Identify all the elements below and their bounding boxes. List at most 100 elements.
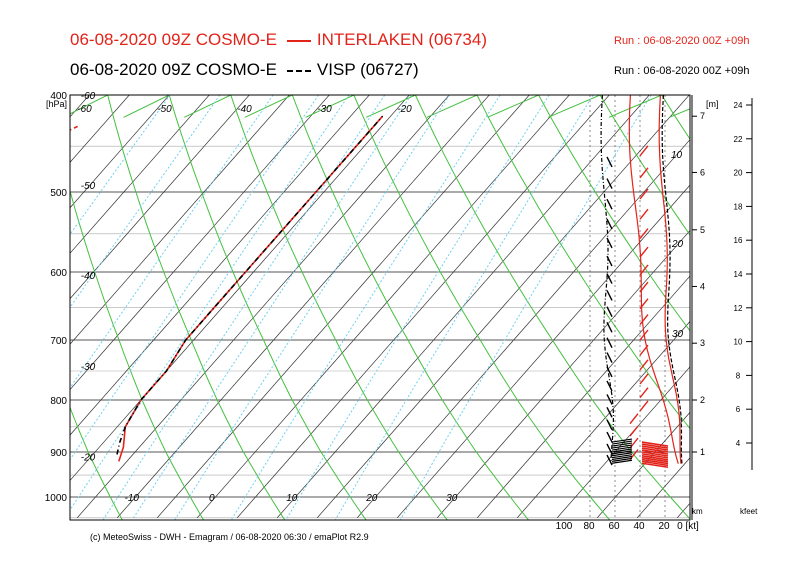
interlaken-wind-barb — [641, 449, 669, 455]
height-km-unit-label: km — [692, 507, 703, 516]
mixing-ratio-line — [285, 95, 550, 520]
visp-wind-barb — [606, 380, 613, 392]
visp-wind-barb — [611, 455, 633, 461]
visp-wind-barb — [606, 218, 613, 230]
mixing-ratio-line — [70, 95, 221, 309]
interlaken-wind-profile — [628, 95, 679, 464]
run-label-2: Run : 06-08-2020 00Z +09h — [614, 65, 750, 77]
pressure-tick-label: 500 — [50, 188, 67, 199]
visp-wind-barb — [611, 448, 633, 453]
isotherm-line — [196, 95, 570, 519]
dry-adiabat-line — [426, 95, 690, 430]
height-km-tick-label: 2 — [700, 395, 705, 405]
height-km-axis-unit: [m] — [706, 99, 719, 109]
isotherm-line — [70, 95, 290, 345]
legend-line-solid — [286, 39, 311, 42]
isotherm-line — [70, 95, 170, 209]
isotherm-line — [316, 95, 690, 519]
visp-temperature-line — [116, 115, 384, 455]
height-kfeet-tick-label: 16 — [734, 236, 743, 245]
mixing-ratio-line — [334, 95, 594, 520]
visp-wind-barb — [611, 454, 633, 459]
interlaken-wind-barb — [639, 400, 649, 412]
pressure-tick-label: 900 — [50, 448, 67, 459]
isotherm-line — [70, 95, 330, 391]
dry-adiabat-line — [70, 189, 205, 520]
visp-wind-barb — [606, 407, 613, 418]
interlaken-wind-barb — [641, 456, 669, 463]
pressure-tick-label: 400 — [50, 91, 67, 102]
wind-speed-inline-label: 20 — [671, 239, 684, 250]
visp-wind-barb — [606, 337, 613, 348]
isotherm-label-bottom: 30 — [446, 493, 458, 504]
visp-wind-barb — [606, 255, 613, 267]
interlaken-wind-barb — [639, 298, 649, 310]
isotherm-line — [516, 320, 690, 519]
isotherm-line — [70, 95, 370, 436]
interlaken-wind-barb — [641, 462, 669, 469]
wind-speed-tick-label: 40 — [633, 521, 645, 532]
isotherm-label-bottom: 20 — [365, 493, 378, 504]
isotherm-label-top: -20 — [397, 104, 412, 115]
interlaken-wind-barb — [641, 451, 669, 457]
interlaken-wind-barb — [639, 373, 649, 385]
visp-wind-barb — [606, 198, 613, 210]
pressure-tick-label: 800 — [50, 396, 67, 407]
isotherm-label-bottom: 10 — [286, 493, 298, 504]
height-kfeet-tick-label: 14 — [734, 270, 743, 279]
visp-wind-barb — [611, 450, 633, 455]
interlaken-wind-barb — [641, 458, 669, 465]
interlaken-wind-barb — [629, 437, 639, 449]
dry-adiabat-line — [70, 406, 123, 520]
pressure-tick-label: 1000 — [45, 493, 68, 504]
dry-adiabat-line — [184, 95, 448, 520]
visp-wind-barb — [611, 438, 633, 443]
visp-wind-barb — [606, 322, 613, 333]
visp-wind-barb — [606, 366, 613, 378]
mixing-ratio-line — [230, 95, 501, 520]
interlaken-wind-barb — [639, 188, 649, 200]
interlaken-wind-barb — [639, 314, 649, 326]
interlaken-wind-barb — [639, 246, 649, 258]
interlaken-wind-barb — [639, 264, 649, 276]
model-label-2: 06-08-2020 09Z COSMO-E — [70, 60, 277, 79]
mixing-ratio-line — [174, 95, 450, 520]
pressure-tick-label: 600 — [50, 268, 67, 279]
isotherm-label-left: -30 — [81, 362, 96, 373]
interlaken-wind-barb — [641, 447, 669, 453]
interlaken-wind-barb — [639, 228, 649, 240]
isotherm-label-left: -50 — [81, 181, 96, 192]
visp-wind-barb — [606, 237, 613, 249]
visp-wind-barb — [606, 352, 613, 363]
visp-speed-profile — [661, 95, 683, 464]
visp-wind-profile — [600, 95, 615, 464]
pressure-axis-unit: [hPa] — [46, 99, 67, 109]
run-label-1: Run : 06-08-2020 00Z +09h — [614, 35, 750, 47]
interlaken-wind-barb — [641, 453, 669, 459]
isotherm-label-left: -60 — [81, 91, 96, 102]
visp-dewpoint-line — [0, 146, 52, 447]
height-km-tick-label: 1 — [700, 447, 705, 457]
isotherm-line — [596, 411, 690, 519]
height-kfeet-tick-label: 8 — [736, 371, 741, 380]
mixing-ratio-line — [70, 95, 350, 511]
legend-line-dashed — [286, 69, 311, 72]
height-kfeet-tick-label: 6 — [736, 405, 741, 414]
height-kfeet-tick-label: 12 — [734, 304, 743, 313]
visp-wind-barb — [606, 454, 613, 466]
isotherm-line — [0, 95, 49, 518]
isotherm-label-top: -40 — [237, 104, 252, 115]
station-label-2: VISP (06727) — [316, 60, 419, 79]
visp-wind-barb — [606, 443, 613, 455]
dry-adiabat-line — [487, 95, 690, 332]
isotherm-line — [76, 95, 450, 519]
visp-wind-barb — [606, 394, 613, 405]
isotherm-label-left: -20 — [81, 453, 96, 464]
height-kfeet-tick-label: 20 — [734, 169, 743, 178]
mixing-ratio-line — [70, 95, 320, 461]
interlaken-dewpoint-line — [70, 125, 78, 131]
dry-adiabat-line — [548, 95, 690, 236]
isotherm-line — [436, 229, 690, 519]
isotherm-label-bottom: 0 — [209, 493, 215, 504]
dry-adiabat-line — [70, 95, 286, 520]
